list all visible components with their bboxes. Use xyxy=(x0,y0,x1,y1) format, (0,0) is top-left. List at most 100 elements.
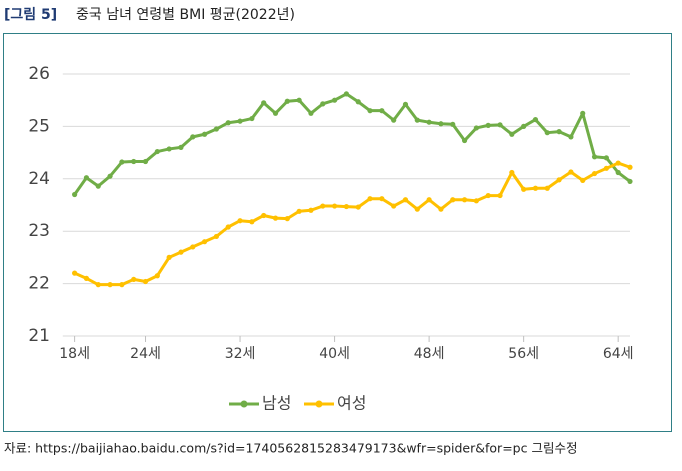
point xyxy=(331,203,338,209)
point xyxy=(367,196,373,202)
point xyxy=(497,122,503,128)
point xyxy=(296,97,302,103)
legend-label: 여성 xyxy=(337,394,366,413)
point xyxy=(296,208,302,214)
x-tick-label: 24세 xyxy=(130,346,161,362)
point xyxy=(72,191,78,198)
y-tick-label: 26 xyxy=(28,64,50,84)
legend-marker xyxy=(315,400,323,408)
y-tick-label: 24 xyxy=(28,169,50,189)
point xyxy=(166,254,172,260)
point xyxy=(166,146,172,152)
point xyxy=(225,120,231,126)
y-tick-label: 25 xyxy=(28,116,50,136)
point xyxy=(391,203,397,209)
point xyxy=(95,282,101,288)
point xyxy=(178,144,184,150)
point xyxy=(213,233,220,240)
point xyxy=(343,203,349,210)
point xyxy=(438,121,444,127)
point xyxy=(225,224,231,230)
point xyxy=(83,275,90,281)
point xyxy=(379,196,385,202)
point xyxy=(615,160,621,166)
point xyxy=(580,177,586,183)
point xyxy=(142,278,149,285)
point xyxy=(461,137,468,144)
point xyxy=(190,244,196,250)
point xyxy=(213,126,220,132)
point xyxy=(473,125,479,131)
point xyxy=(107,282,113,288)
y-tick-label: 21 xyxy=(28,326,50,346)
x-tick-label: 64세 xyxy=(603,346,634,362)
point xyxy=(414,206,420,212)
point xyxy=(497,192,503,199)
point xyxy=(343,91,349,97)
point xyxy=(591,154,598,160)
point xyxy=(237,118,243,124)
point xyxy=(119,282,125,288)
figure-label: [그림 5] xyxy=(4,7,57,23)
point xyxy=(83,175,90,181)
point xyxy=(119,159,125,165)
chart-title: 중국 남녀 연령별 BMI 평균(2022년) xyxy=(76,7,295,23)
point xyxy=(131,276,137,283)
point xyxy=(591,170,598,177)
point xyxy=(556,177,562,183)
point xyxy=(331,97,338,103)
point xyxy=(272,110,279,116)
point xyxy=(320,203,326,209)
legend-marker xyxy=(240,400,248,408)
point xyxy=(202,239,208,245)
point xyxy=(202,131,208,137)
x-tick-label: 40세 xyxy=(319,346,350,362)
point xyxy=(154,273,160,279)
point xyxy=(190,134,196,140)
point xyxy=(237,218,243,224)
point xyxy=(603,165,609,171)
x-tick-label: 32세 xyxy=(225,346,256,362)
point xyxy=(532,185,539,191)
point xyxy=(627,164,633,170)
point xyxy=(272,215,279,221)
frame xyxy=(3,33,672,432)
point xyxy=(438,206,444,212)
point xyxy=(485,122,491,128)
point xyxy=(261,100,267,106)
point xyxy=(509,169,515,176)
point xyxy=(107,173,113,179)
point xyxy=(178,249,184,255)
point xyxy=(249,219,255,225)
y-tick-label: 23 xyxy=(28,221,50,241)
point xyxy=(355,204,361,210)
y-tick-label: 22 xyxy=(28,274,50,294)
point xyxy=(532,116,539,123)
point xyxy=(461,197,468,203)
point xyxy=(450,121,456,127)
x-tick-label: 48세 xyxy=(414,346,445,362)
point xyxy=(509,131,515,137)
point xyxy=(320,101,326,107)
x-tick-label: 56세 xyxy=(508,346,539,362)
series-line xyxy=(73,92,631,196)
point xyxy=(142,158,149,165)
point xyxy=(402,101,409,107)
point xyxy=(154,148,160,155)
point xyxy=(556,129,562,135)
point xyxy=(379,108,385,114)
legend-label: 남성 xyxy=(262,394,291,413)
point xyxy=(355,99,361,105)
point xyxy=(367,108,373,114)
point xyxy=(72,270,78,276)
point xyxy=(568,134,574,140)
point xyxy=(249,115,255,122)
point xyxy=(521,186,527,192)
point xyxy=(544,185,550,191)
series-line xyxy=(74,161,631,287)
point xyxy=(426,119,432,125)
point xyxy=(402,197,409,203)
point xyxy=(603,155,609,161)
point xyxy=(261,212,267,219)
